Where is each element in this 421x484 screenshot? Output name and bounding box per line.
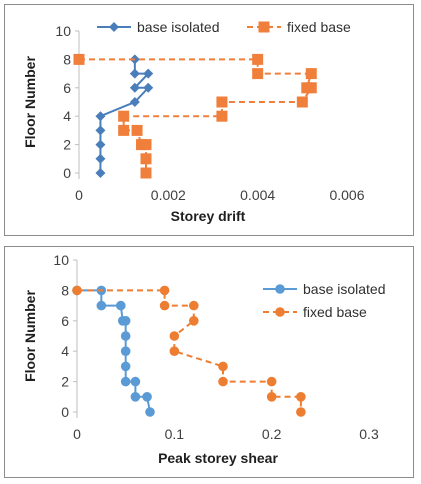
data-point-series-2	[252, 68, 264, 80]
y-tick-label: 8	[63, 51, 71, 67]
x-tick-label: 0	[73, 426, 81, 442]
data-point-series-2	[131, 124, 143, 136]
data-point-series-1	[143, 82, 154, 93]
legend-label-2: fixed base	[287, 19, 351, 35]
data-point-series-2	[140, 153, 152, 165]
x-tick-label: 0.002	[151, 187, 186, 203]
data-point-series-2	[296, 96, 308, 108]
legend-marker-2	[258, 21, 270, 33]
data-point-series-1	[120, 331, 131, 341]
x-tick-label: 0.006	[329, 187, 364, 203]
data-point-series-2	[169, 346, 180, 356]
legend-label-2: fixed base	[303, 304, 367, 320]
peak-storey-shear-chart: 0 2 4 6 8 10 0 0.1 0.2 0.3 Peak storey shear Floor …	[22, 252, 386, 466]
data-point-series-1	[95, 153, 106, 164]
data-point-series-2	[305, 82, 317, 94]
series-line-2	[77, 289, 302, 412]
y-tick-label: 2	[63, 137, 71, 153]
data-point-series-2	[266, 376, 277, 387]
data-point-series-1	[129, 82, 140, 93]
data-point-series-2	[216, 96, 228, 108]
data-point-series-2	[216, 110, 228, 122]
legend-marker-2	[275, 307, 285, 317]
data-point-series-1	[129, 68, 140, 79]
x-tick-label: 0.004	[240, 187, 275, 203]
peak-storey-shear-chart-panel: 0 2 4 6 8 10 0 0.1 0.2 0.3 Peak storey shear Floor …	[4, 246, 414, 478]
data-point-series-2	[296, 407, 306, 417]
y-tick-label: 0	[61, 404, 69, 420]
data-point-series-2	[252, 53, 264, 65]
data-point-series-1	[130, 376, 141, 387]
y-tick-label: 4	[61, 343, 69, 359]
y-tick-label: 10	[53, 252, 69, 268]
data-point-series-1	[120, 376, 131, 387]
data-point-series-1	[95, 139, 106, 150]
data-point-series-2	[305, 68, 317, 80]
x-axis-title: Peak storey shear	[158, 450, 278, 466]
y-tick-label: 4	[63, 108, 71, 124]
data-point-series-2	[118, 124, 130, 136]
data-point-series-1	[143, 68, 154, 79]
y-axis-title: Floor Number	[22, 56, 38, 148]
data-point-series-1	[120, 346, 131, 356]
data-point-series-2	[296, 392, 306, 402]
data-point-series-1	[95, 111, 106, 122]
data-point-series-1	[142, 392, 152, 402]
legend-label-1: base isolated	[137, 19, 220, 35]
data-point-series-1	[95, 168, 106, 178]
storey-drift-chart: 0 2 4 6 8 10 0 0.002 0.004 0.006 Storey drift Floor…	[22, 19, 365, 224]
x-axis-title: Storey drift	[171, 208, 246, 224]
data-point-series-2	[169, 331, 180, 341]
series-line-2	[79, 58, 314, 173]
legend-marker-1	[109, 22, 119, 32]
x-tick-label: 0.3	[359, 426, 379, 442]
data-point-series-1	[120, 361, 131, 372]
data-point-series-1	[145, 407, 155, 417]
data-point-series-2	[266, 392, 277, 402]
data-point-series-2	[73, 53, 85, 65]
data-point-series-1	[120, 316, 131, 326]
y-axis-title: Floor Number	[22, 290, 38, 382]
data-point-series-2	[218, 376, 228, 387]
y-tick-label: 10	[55, 23, 71, 39]
data-point-series-2	[140, 139, 152, 151]
y-tick-label: 8	[61, 282, 69, 298]
data-point-series-2	[218, 361, 228, 372]
legend-label-1: base isolated	[303, 281, 386, 297]
data-point-series-1	[96, 300, 107, 311]
data-point-series-2	[159, 300, 170, 311]
y-tick-label: 0	[63, 165, 71, 181]
data-point-series-2	[118, 110, 130, 122]
y-tick-label: 6	[61, 313, 69, 329]
data-point-series-2	[189, 300, 199, 311]
data-point-series-1	[116, 300, 126, 311]
y-tick-label: 6	[63, 80, 71, 96]
x-tick-label: 0.2	[262, 426, 282, 442]
legend-marker-1	[275, 284, 285, 294]
x-tick-label: 0	[75, 187, 83, 203]
y-tick-label: 2	[61, 374, 69, 390]
data-point-series-2	[159, 285, 170, 296]
data-point-series-1	[130, 392, 141, 402]
data-point-series-2	[140, 167, 152, 179]
storey-drift-chart-panel: 0 2 4 6 8 10 0 0.002 0.004 0.006 Storey drift Floor…	[4, 4, 414, 236]
x-tick-label: 0.1	[165, 426, 185, 442]
data-point-series-2	[72, 285, 82, 296]
data-point-series-1	[95, 125, 106, 136]
data-point-series-2	[189, 316, 199, 326]
data-point-series-1	[129, 97, 140, 107]
